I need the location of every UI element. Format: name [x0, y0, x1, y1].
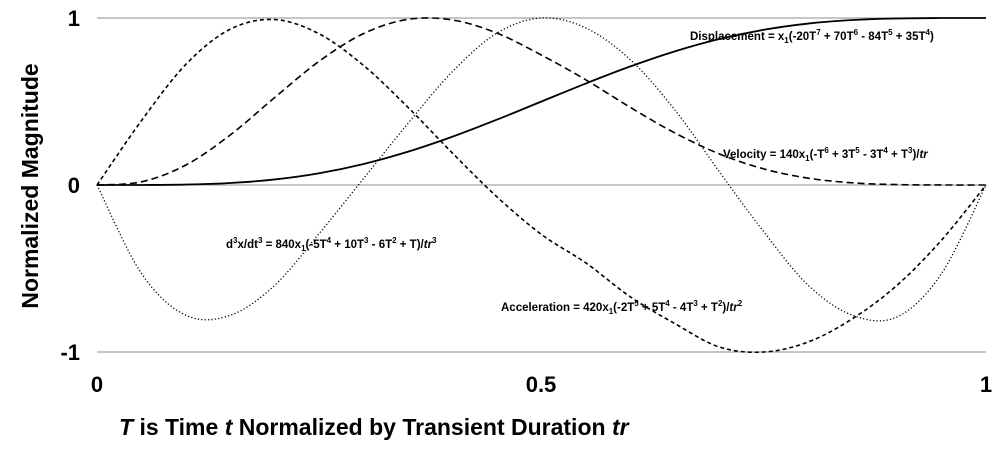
annotation-part: 3 — [693, 299, 698, 308]
annotation-part: x/dt — [237, 239, 258, 251]
annotation-part: Acceleration = 420x — [501, 302, 609, 314]
annotation-part: Velocity = 140x — [723, 149, 806, 161]
annotation-part: 2 — [718, 299, 723, 308]
y-tick-label-neg1: -1 — [60, 340, 80, 365]
series-line-displacement — [96, 17, 987, 186]
annotation-part: 4 — [926, 28, 931, 37]
x-tick-label-0: 0 — [91, 372, 103, 397]
annotation-part: 6 — [854, 28, 859, 37]
annotation-part: d — [226, 239, 233, 251]
annotation-part: 1 — [609, 307, 614, 316]
annotation-displacement: Displacement = x1(-20T7 + 70T6 - 84T5 + … — [690, 28, 934, 45]
annotation-part: )/ — [722, 302, 730, 314]
annotation-part: + 3T — [829, 149, 856, 161]
annotation-part: - 4T — [670, 302, 694, 314]
annotation-part: + T — [888, 149, 908, 161]
annotation-part: (-T — [810, 149, 825, 161]
x-tick-label-0.5: 0.5 — [526, 372, 557, 397]
x-axis-title: T is Time t Normalized by Transient Dura… — [119, 414, 630, 440]
annotation-part: 5 — [888, 28, 893, 37]
series-line-jerk — [96, 17, 987, 322]
annotation-part: + T)/ — [397, 239, 425, 251]
series-line-acceleration — [96, 18, 987, 354]
annotation-part: tr — [729, 302, 738, 314]
annotation-part: Displacement = x — [690, 31, 785, 43]
annotation-part: ) — [930, 31, 934, 43]
annotation-part: 3 — [233, 236, 238, 245]
annotation-part: 7 — [816, 28, 821, 37]
annotation-part: 4 — [327, 236, 332, 245]
x-tick-labels: 0 0.5 1 — [91, 372, 992, 397]
x-axis-title-part: is Time — [133, 414, 225, 440]
annotation-part: (-20T — [789, 31, 816, 43]
annotation-acceleration: Acceleration = 420x1(-2T5 + 5T4 - 4T3 + … — [501, 299, 743, 316]
x-axis-title-part: Normalized by Transient Duration — [232, 414, 612, 440]
x-axis-title-part: T — [119, 414, 135, 440]
annotation-part: 4 — [883, 146, 888, 155]
annotation-jerk: d3x/dt3 = 840x1(-5T4 + 10T3 - 6T2 + T)/t… — [226, 236, 437, 253]
x-tick-label-1: 1 — [980, 372, 992, 397]
annotation-part: - 84T — [858, 31, 888, 43]
annotation-part: 3 — [364, 236, 369, 245]
annotation-part: + 10T — [331, 239, 364, 251]
annotation-part: 6 — [824, 146, 829, 155]
annotation-part: + T — [698, 302, 718, 314]
annotation-part: 5 — [634, 299, 639, 308]
y-tick-label-0: 0 — [68, 173, 80, 198]
annotation-part: + 5T — [639, 302, 666, 314]
annotation-part: - 6T — [368, 239, 392, 251]
annotation-part: 1 — [301, 244, 306, 253]
series-line-velocity — [96, 17, 987, 186]
annotation-part: 1 — [784, 36, 789, 45]
annotation-part: )/ — [912, 149, 920, 161]
y-tick-label-1: 1 — [68, 6, 80, 31]
y-tick-labels: 1 0 -1 — [60, 6, 80, 365]
y-axis-title: Normalized Magnitude — [17, 63, 43, 308]
x-axis-title-part: t — [225, 414, 234, 440]
annotation-velocity: Velocity = 140x1(-T6 + 3T5 - 3T4 + T3)/t… — [723, 146, 928, 163]
annotation-part: + 35T — [893, 31, 926, 43]
annotation-part: 2 — [738, 299, 743, 308]
annotation-part: tr — [919, 149, 928, 161]
gridlines — [97, 17, 986, 353]
annotation-part: 4 — [665, 299, 670, 308]
annotation-part: - 3T — [860, 149, 884, 161]
annotation-part: = 840x — [262, 239, 301, 251]
annotation-part: + 70T — [821, 31, 854, 43]
annotation-part: (-5T — [306, 239, 327, 251]
annotation-part: tr — [424, 239, 433, 251]
annotation-part: 5 — [855, 146, 860, 155]
annotation-part: 3 — [908, 146, 913, 155]
series-lines — [96, 17, 987, 354]
annotation-part: 3 — [258, 236, 263, 245]
annotation-part: 1 — [805, 154, 810, 163]
annotation-part: 2 — [392, 236, 397, 245]
annotation-part: (-2T — [613, 302, 634, 314]
x-axis-title-part: tr — [612, 414, 630, 440]
annotation-part: 3 — [432, 236, 437, 245]
